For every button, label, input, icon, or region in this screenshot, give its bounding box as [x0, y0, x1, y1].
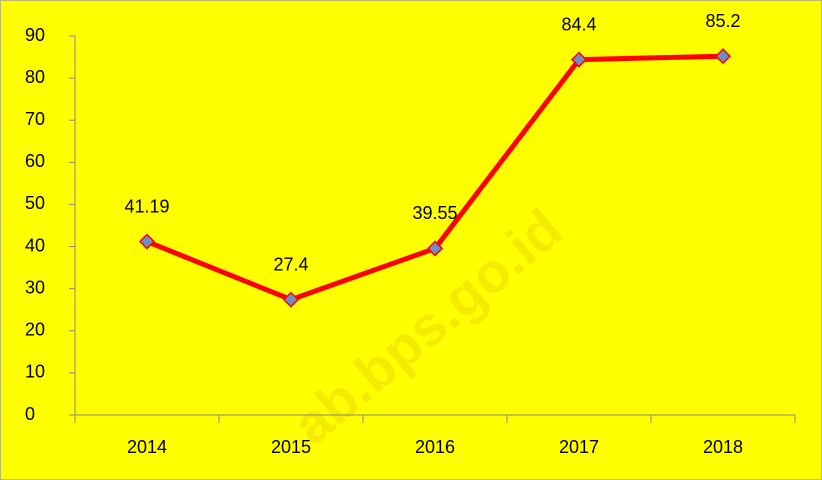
y-tick-label: 60 — [25, 151, 45, 171]
x-tick-label: 2015 — [271, 437, 311, 457]
y-tick-label: 50 — [25, 193, 45, 213]
data-label: 27.4 — [273, 254, 308, 274]
marker — [138, 233, 156, 250]
y-tick-label: 90 — [25, 25, 45, 45]
data-label: 41.19 — [124, 196, 169, 216]
x-tick-label: 2014 — [127, 437, 167, 457]
marker — [282, 291, 300, 308]
y-tick-label: 30 — [25, 277, 45, 297]
data-label: 85.2 — [705, 11, 740, 31]
marker — [426, 240, 444, 257]
y-tick-label: 70 — [25, 109, 45, 129]
x-tick-label: 2017 — [559, 437, 599, 457]
marker — [570, 51, 588, 68]
data-label: 84.4 — [561, 14, 596, 34]
x-tick-label: 2016 — [415, 437, 455, 457]
y-tick-label: 40 — [25, 235, 45, 255]
y-tick-label: 0 — [25, 404, 35, 424]
marker — [714, 48, 732, 65]
y-tick-label: 80 — [25, 67, 45, 87]
data-label: 39.55 — [412, 203, 457, 223]
y-tick-label: 10 — [25, 362, 45, 382]
x-tick-label: 2018 — [703, 437, 743, 457]
y-tick-label: 20 — [25, 320, 45, 340]
